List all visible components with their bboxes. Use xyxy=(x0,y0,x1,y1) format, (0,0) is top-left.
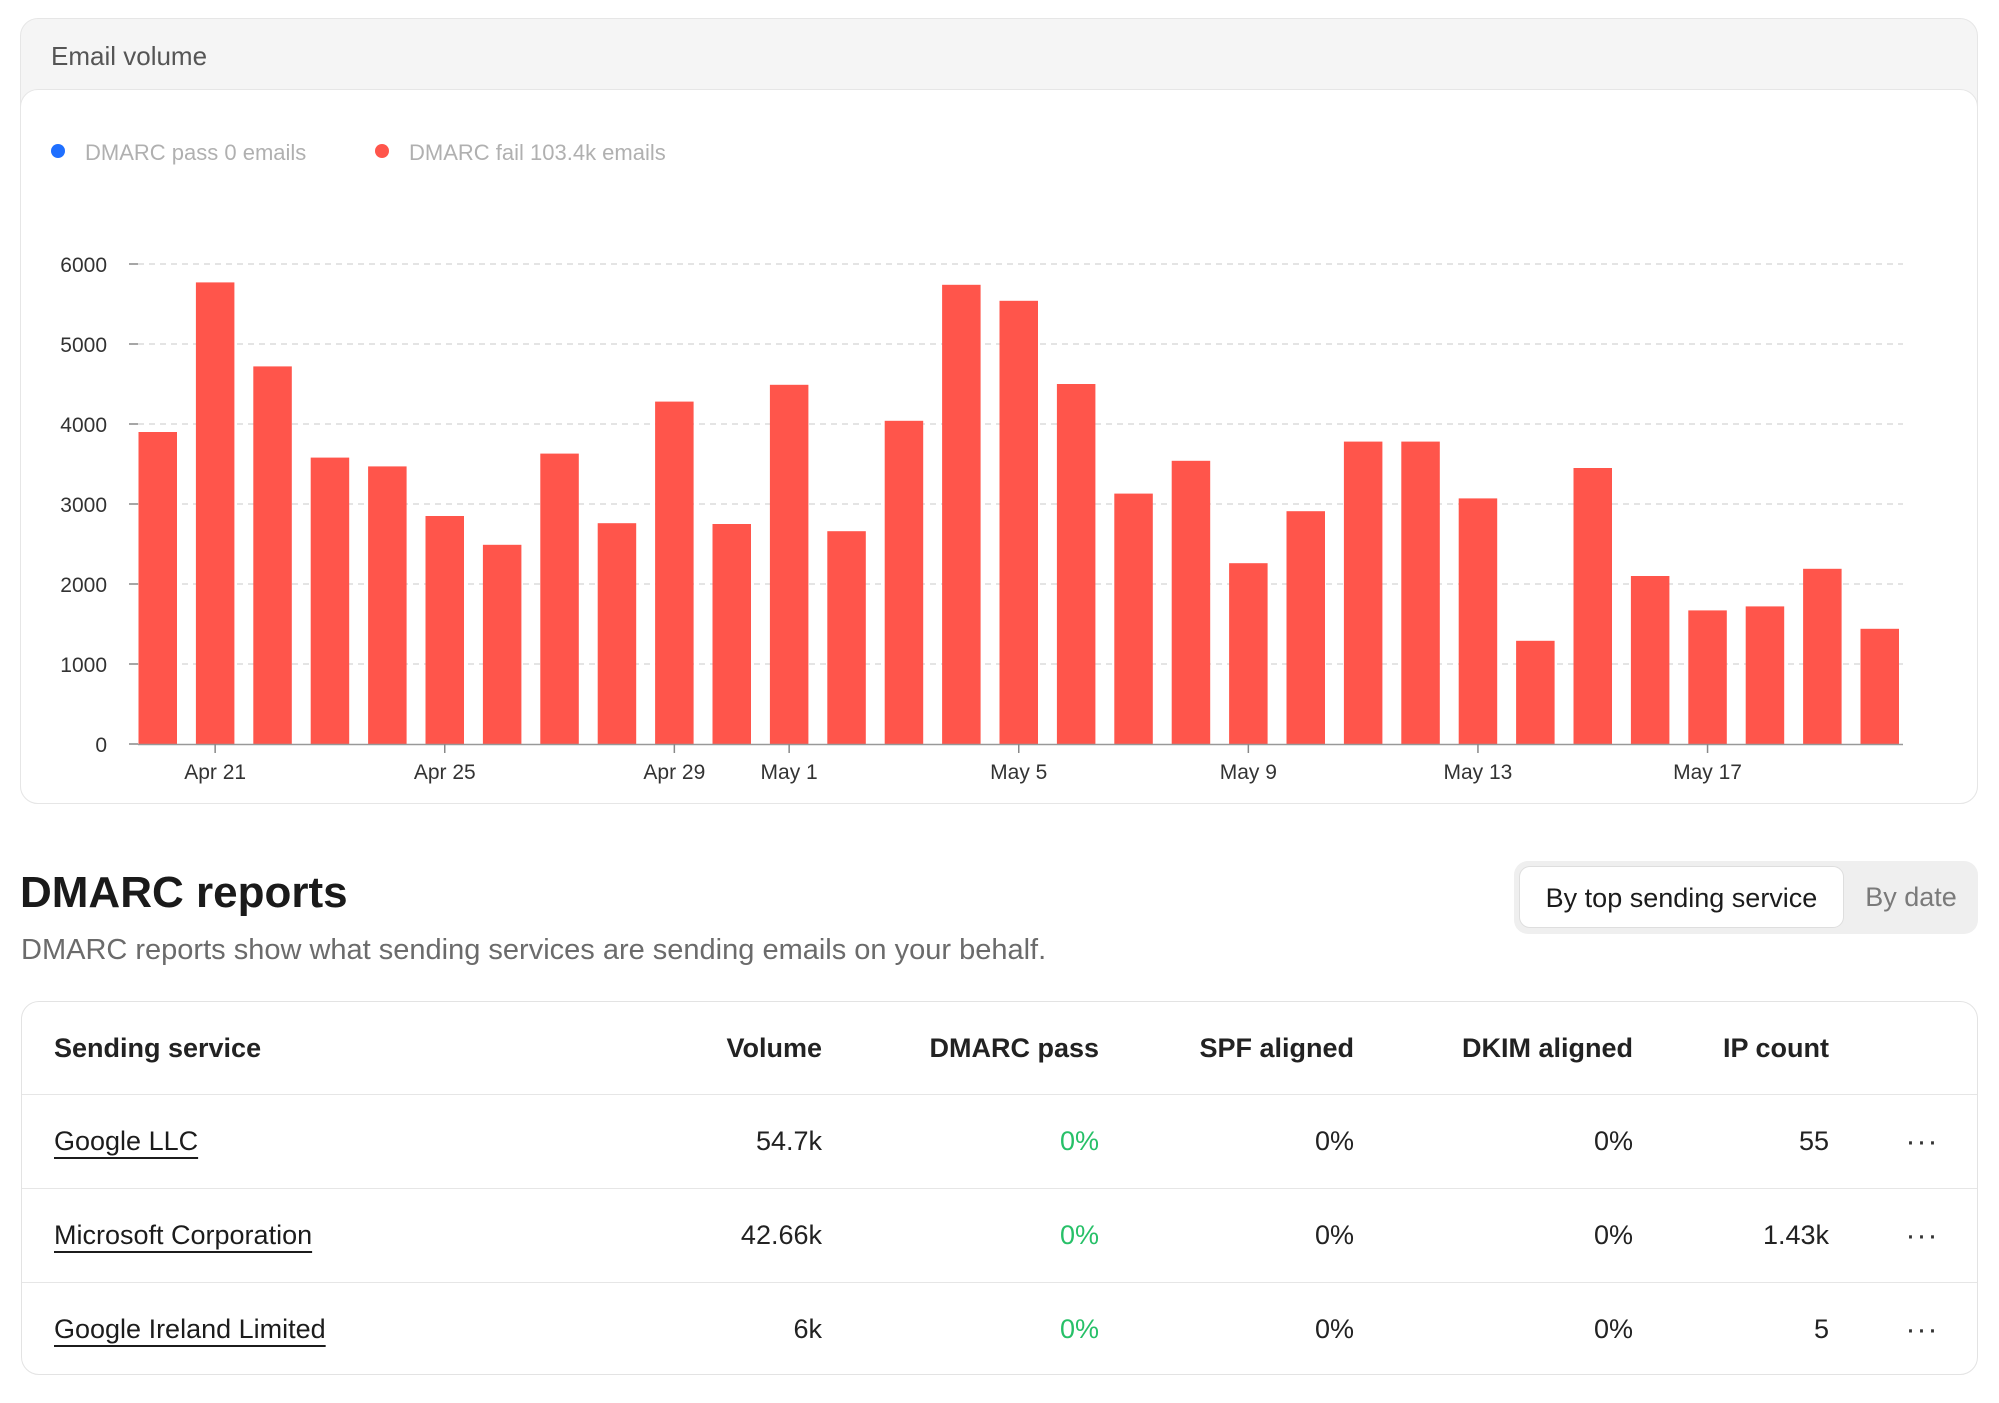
bar xyxy=(826,531,866,744)
volume-value: 6k xyxy=(793,1314,822,1344)
service-link[interactable]: Microsoft Corporation xyxy=(54,1220,313,1250)
legend-dot xyxy=(374,144,389,158)
legend-label: DMARC pass 0 emails xyxy=(85,140,306,165)
table-header-row: Sending service Volume DMARC pass SPF al… xyxy=(22,1002,1977,1094)
x-tick-label: Apr 21 xyxy=(184,761,246,784)
bar xyxy=(195,282,234,744)
bar xyxy=(712,524,751,744)
x-tick-label: May 13 xyxy=(1443,761,1512,784)
y-tick-label: 3000 xyxy=(60,494,107,517)
toggle-by-date[interactable]: By date xyxy=(1865,882,1957,912)
table-row: Microsoft Corporation 42.66k 0% 0% 0% 1.… xyxy=(22,1188,1977,1282)
reports-table: Sending service Volume DMARC pass SPF al… xyxy=(21,1001,1978,1375)
volume-value: 42.66k xyxy=(740,1220,822,1250)
header-sending-service: Sending service xyxy=(54,1032,262,1063)
bar xyxy=(310,457,349,744)
email-volume-chart: DMARC pass 0 emails DMARC fail 103.4k ema… xyxy=(19,89,1978,804)
bar xyxy=(1687,610,1727,744)
x-tick-label: Apr 25 xyxy=(413,761,475,784)
ip-count-value: 5 xyxy=(1813,1314,1829,1344)
bar xyxy=(367,466,407,744)
toggle-by-top-sending-service[interactable]: By top sending service xyxy=(1519,866,1844,928)
bar xyxy=(1113,493,1153,744)
bar xyxy=(1573,468,1612,744)
bar xyxy=(1515,640,1555,744)
bar xyxy=(425,516,464,744)
reports-subtitle: DMARC reports show what sending services… xyxy=(21,934,1047,966)
more-options-icon[interactable]: ··· xyxy=(1905,1312,1939,1346)
bar xyxy=(1286,511,1325,744)
volume-value: 54.7k xyxy=(755,1126,822,1156)
bar xyxy=(1400,441,1440,744)
y-tick-label: 2000 xyxy=(60,574,107,597)
x-tick-label: May 1 xyxy=(760,761,817,784)
email-volume-title: Email volume xyxy=(51,41,208,71)
bar xyxy=(138,432,177,744)
header-volume: Volume xyxy=(726,1032,822,1063)
bar xyxy=(1630,576,1669,744)
bar xyxy=(884,420,923,744)
spf-aligned-value: 0% xyxy=(1314,1126,1354,1156)
header-dmarc-pass: DMARC pass xyxy=(929,1032,1099,1063)
dkim-aligned-value: 0% xyxy=(1593,1314,1633,1344)
more-options-icon[interactable]: ··· xyxy=(1905,1218,1939,1252)
bar xyxy=(941,284,981,744)
header-ip-count: IP count xyxy=(1722,1032,1829,1063)
y-tick-label: 4000 xyxy=(60,414,107,437)
x-tick-label: May 5 xyxy=(990,761,1047,784)
y-tick-label: 0 xyxy=(95,734,107,757)
bar xyxy=(1802,568,1842,744)
bar xyxy=(1458,498,1497,744)
table-row: Google LLC 54.7k 0% 0% 0% 55 ··· xyxy=(22,1094,1977,1188)
reports-title: DMARC reports xyxy=(20,868,348,917)
bar xyxy=(999,300,1038,744)
dmarc-pass-value: 0% xyxy=(1059,1126,1099,1156)
bar xyxy=(1056,384,1095,744)
legend-dot xyxy=(50,144,65,158)
bar xyxy=(769,384,808,744)
dmarc-pass-value: 0% xyxy=(1059,1314,1099,1344)
header-spf-aligned: SPF aligned xyxy=(1199,1032,1354,1063)
x-tick-label: May 17 xyxy=(1673,761,1742,784)
chart-svg: DMARC pass 0 emails DMARC fail 103.4k ema… xyxy=(50,140,1903,784)
spf-aligned-value: 0% xyxy=(1314,1220,1354,1250)
legend-label: DMARC fail 103.4k emails xyxy=(409,140,666,165)
bar xyxy=(482,544,521,744)
header-dkim-aligned: DKIM aligned xyxy=(1461,1032,1633,1063)
bar xyxy=(1860,628,1899,744)
y-tick-label: 5000 xyxy=(60,334,107,357)
table-row: Google Ireland Limited 6k 0% 0% 0% 5 ··· xyxy=(22,1282,1977,1374)
y-tick-label: 6000 xyxy=(60,254,107,277)
bar xyxy=(1343,441,1382,744)
service-link[interactable]: Google LLC xyxy=(54,1126,199,1156)
y-tick-label: 1000 xyxy=(60,654,107,677)
dkim-aligned-value: 0% xyxy=(1593,1126,1633,1156)
ip-count-value: 1.43k xyxy=(1762,1220,1829,1250)
x-tick-label: May 9 xyxy=(1219,761,1276,784)
bar xyxy=(597,523,636,744)
bar xyxy=(252,366,292,744)
x-tick-label: Apr 29 xyxy=(643,761,705,784)
bar xyxy=(1745,606,1784,744)
more-options-icon[interactable]: ··· xyxy=(1905,1124,1939,1158)
ip-count-value: 55 xyxy=(1798,1126,1829,1156)
bar xyxy=(1228,563,1268,744)
service-link[interactable]: Google Ireland Limited xyxy=(54,1314,326,1344)
bar xyxy=(539,453,579,744)
view-toggle: By top sending service By date xyxy=(1514,861,1978,934)
email-volume-card: Email volume DMARC pass 0 emails DMARC fa… xyxy=(19,18,1978,804)
bar xyxy=(1171,460,1210,744)
bar xyxy=(654,401,694,744)
dkim-aligned-value: 0% xyxy=(1593,1220,1633,1250)
dmarc-pass-value: 0% xyxy=(1059,1220,1099,1250)
spf-aligned-value: 0% xyxy=(1314,1314,1354,1344)
